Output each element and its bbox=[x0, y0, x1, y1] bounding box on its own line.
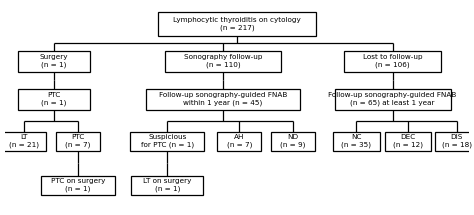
FancyBboxPatch shape bbox=[271, 132, 315, 151]
FancyBboxPatch shape bbox=[56, 132, 100, 151]
Text: DIS
(n = 18): DIS (n = 18) bbox=[442, 134, 472, 148]
FancyBboxPatch shape bbox=[131, 176, 203, 195]
FancyBboxPatch shape bbox=[385, 132, 431, 151]
Text: Lost to follow-up
(n = 106): Lost to follow-up (n = 106) bbox=[363, 54, 422, 68]
Text: ND
(n = 9): ND (n = 9) bbox=[280, 134, 305, 148]
Text: AH
(n = 7): AH (n = 7) bbox=[227, 134, 252, 148]
Text: NC
(n = 35): NC (n = 35) bbox=[341, 134, 372, 148]
Text: PTC
(n = 7): PTC (n = 7) bbox=[65, 134, 91, 148]
FancyBboxPatch shape bbox=[335, 89, 451, 110]
FancyBboxPatch shape bbox=[217, 132, 261, 151]
Text: Lymphocytic thyroiditis on cytology
(n = 217): Lymphocytic thyroiditis on cytology (n =… bbox=[173, 17, 301, 31]
FancyBboxPatch shape bbox=[158, 12, 316, 36]
FancyBboxPatch shape bbox=[41, 176, 115, 195]
Text: LT
(n = 21): LT (n = 21) bbox=[9, 134, 39, 148]
Text: PTC on surgery
(n = 1): PTC on surgery (n = 1) bbox=[51, 178, 105, 192]
FancyBboxPatch shape bbox=[344, 51, 441, 72]
FancyBboxPatch shape bbox=[435, 132, 474, 151]
Text: Follow-up sonography-guided FNAB
(n = 65) at least 1 year: Follow-up sonography-guided FNAB (n = 65… bbox=[328, 92, 457, 106]
FancyBboxPatch shape bbox=[130, 132, 204, 151]
Text: Surgery
(n = 1): Surgery (n = 1) bbox=[39, 54, 68, 68]
FancyBboxPatch shape bbox=[333, 132, 380, 151]
FancyBboxPatch shape bbox=[146, 89, 300, 110]
Text: LT on surgery
(n = 1): LT on surgery (n = 1) bbox=[143, 178, 191, 192]
Text: PTC
(n = 1): PTC (n = 1) bbox=[41, 92, 66, 106]
FancyBboxPatch shape bbox=[2, 132, 46, 151]
Text: DEC
(n = 12): DEC (n = 12) bbox=[393, 134, 423, 148]
Text: Suspicious
for PTC (n = 1): Suspicious for PTC (n = 1) bbox=[141, 134, 194, 148]
Text: Sonography follow-up
(n = 110): Sonography follow-up (n = 110) bbox=[184, 54, 262, 68]
FancyBboxPatch shape bbox=[18, 51, 90, 72]
FancyBboxPatch shape bbox=[18, 89, 90, 110]
FancyBboxPatch shape bbox=[165, 51, 281, 72]
Text: Follow-up sonography-guided FNAB
within 1 year (n = 45): Follow-up sonography-guided FNAB within … bbox=[159, 92, 287, 106]
